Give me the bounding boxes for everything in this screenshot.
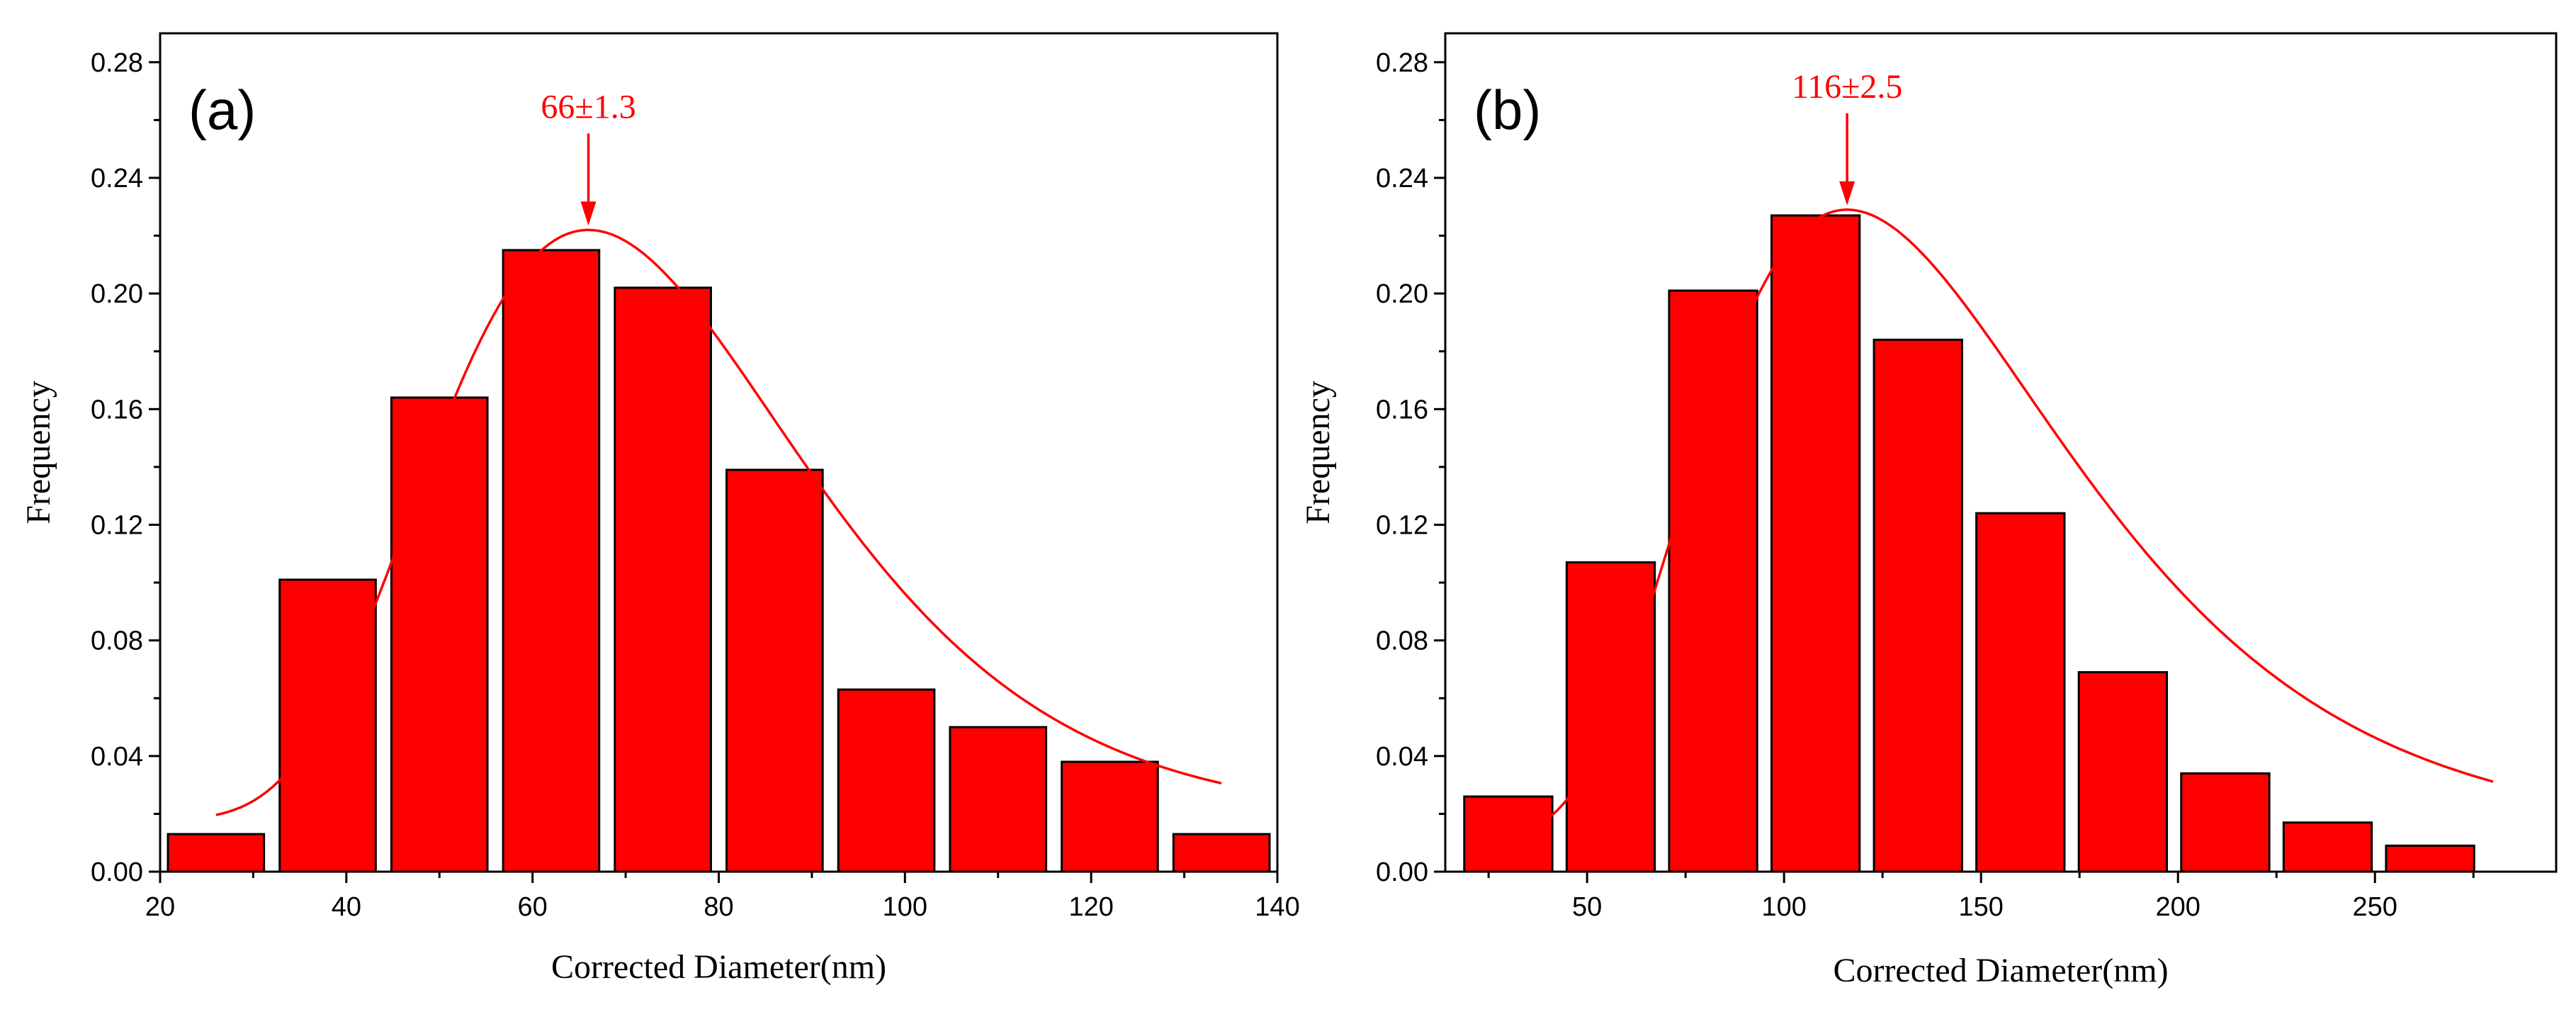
y-tick-label: 0.16 <box>1376 395 1428 425</box>
histogram-bar <box>2282 821 2373 873</box>
y-tick-label: 0.04 <box>1376 742 1428 772</box>
x-tick-label: 60 <box>518 892 548 922</box>
y-axis-title: Frequency <box>1299 381 1337 524</box>
y-tick-label: 0.12 <box>91 510 143 540</box>
histogram-bar <box>949 726 1048 873</box>
histogram-bar <box>2180 772 2271 873</box>
y-tick-label: 0.28 <box>1376 48 1428 78</box>
histogram-bar <box>614 286 712 873</box>
y-tick-label: 0.08 <box>1376 626 1428 656</box>
peak-annotation-label: 116±2.5 <box>1792 68 1903 106</box>
fit-curve <box>1488 208 2494 838</box>
histogram-bar <box>2385 844 2475 873</box>
y-tick-label: 0.24 <box>1376 164 1428 193</box>
y-tick-label: 0.04 <box>91 742 143 772</box>
fit-curve <box>215 228 1222 816</box>
y-tick-label: 0.00 <box>91 858 143 887</box>
panel-label: (a) <box>188 79 256 141</box>
x-tick-label: 40 <box>332 892 361 922</box>
y-tick-label: 0.08 <box>91 626 143 656</box>
x-tick-label: 140 <box>1255 892 1299 922</box>
histogram-bar <box>502 249 601 873</box>
panel-a: 0.00 0.04 0.08 0.12 0.16 0.20 0.24 0.28 20 40 60 80… <box>20 32 1300 986</box>
histogram-bar <box>1172 833 1271 873</box>
y-tick-label: 0.24 <box>91 164 143 193</box>
x-axis-title: Corrected Diameter(nm) <box>551 948 886 986</box>
x-tick-label: 100 <box>1761 892 1806 922</box>
histogram-bar <box>1872 338 1963 873</box>
peak-arrow-head <box>580 201 597 226</box>
y-tick-label: 0.20 <box>1376 279 1428 309</box>
x-tick-label: 120 <box>1068 892 1113 922</box>
peak-arrow-head <box>1839 181 1855 206</box>
x-axis-title: Corrected Diameter(nm) <box>1833 952 2168 989</box>
histogram-bar <box>278 578 377 873</box>
histogram-bar <box>390 396 489 873</box>
histogram-bar <box>725 468 824 873</box>
x-tick-label: 150 <box>1958 892 2003 922</box>
plot-frame <box>1444 32 2558 873</box>
histogram-bar <box>1668 289 1758 873</box>
x-tick-label: 100 <box>883 892 927 922</box>
histogram-bar <box>1061 760 1159 873</box>
x-tick-label: 20 <box>145 892 175 922</box>
peak-annotation-label: 66±1.3 <box>541 88 635 125</box>
panel-b: 0.00 0.04 0.08 0.12 0.16 0.20 0.24 0.28 50 100 150… <box>1299 32 2558 989</box>
panel-label: (b) <box>1474 79 1541 141</box>
histogram-bar <box>166 833 266 873</box>
x-tick-label: 80 <box>704 892 733 922</box>
y-tick-label: 0.00 <box>1376 858 1428 887</box>
y-tick-label: 0.16 <box>91 395 143 425</box>
y-tick-label: 0.20 <box>91 279 143 309</box>
x-tick-label: 50 <box>1572 892 1602 922</box>
y-axis-title: Frequency <box>20 381 57 524</box>
histogram-bar <box>1975 512 2066 873</box>
histogram-bar <box>837 688 936 873</box>
histogram-bar <box>2077 671 2169 873</box>
y-tick-label: 0.28 <box>91 48 143 78</box>
histogram-bar <box>1770 214 1861 873</box>
y-tick-label: 0.12 <box>1376 510 1428 540</box>
x-tick-label: 250 <box>2353 892 2397 922</box>
x-tick-label: 200 <box>2156 892 2201 922</box>
